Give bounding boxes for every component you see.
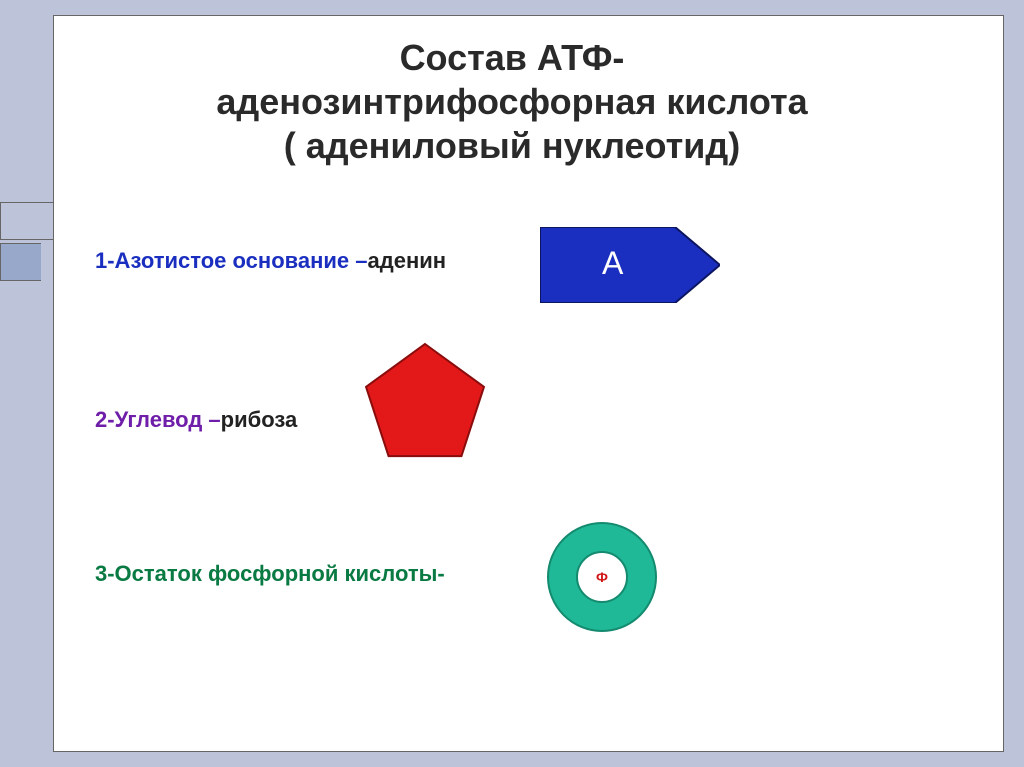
- left-accent-tab-1: [0, 243, 41, 281]
- item-2-prefix: 2-Углевод –: [95, 407, 221, 433]
- item-3-prefix: 3-Остаток фосфорной кислоты-: [95, 561, 445, 587]
- phosphate-ring-shape: Ф: [547, 522, 657, 632]
- left-accent-tab-0: [0, 202, 53, 240]
- list-item-2: 2-Углевод –рибоза: [95, 407, 297, 433]
- phosphate-ring-inner: Ф: [576, 551, 628, 603]
- list-item-1: 1-Азотистое основание – аденин: [95, 248, 446, 274]
- adenin-label: А: [602, 245, 623, 282]
- phosphate-label: Ф: [596, 569, 608, 585]
- adenin-svg: [540, 227, 720, 303]
- title-line-1: Состав АТФ-: [0, 36, 1024, 80]
- item-2-suffix: рибоза: [221, 407, 298, 433]
- title-line-3: ( адениловый нуклеотид): [0, 124, 1024, 168]
- list-item-3: 3-Остаток фосфорной кислоты-: [95, 561, 445, 587]
- pentagon-svg: [360, 341, 490, 471]
- adenin-arrow-shape: [540, 227, 720, 303]
- item-1-prefix: 1-Азотистое основание –: [95, 248, 368, 274]
- title-line-2: аденозинтрифосфорная кислота: [0, 80, 1024, 124]
- ribose-pentagon-shape: [360, 341, 490, 476]
- slide-title: Состав АТФ- аденозинтрифосфорная кислота…: [0, 36, 1024, 168]
- item-1-suffix: аденин: [368, 248, 447, 274]
